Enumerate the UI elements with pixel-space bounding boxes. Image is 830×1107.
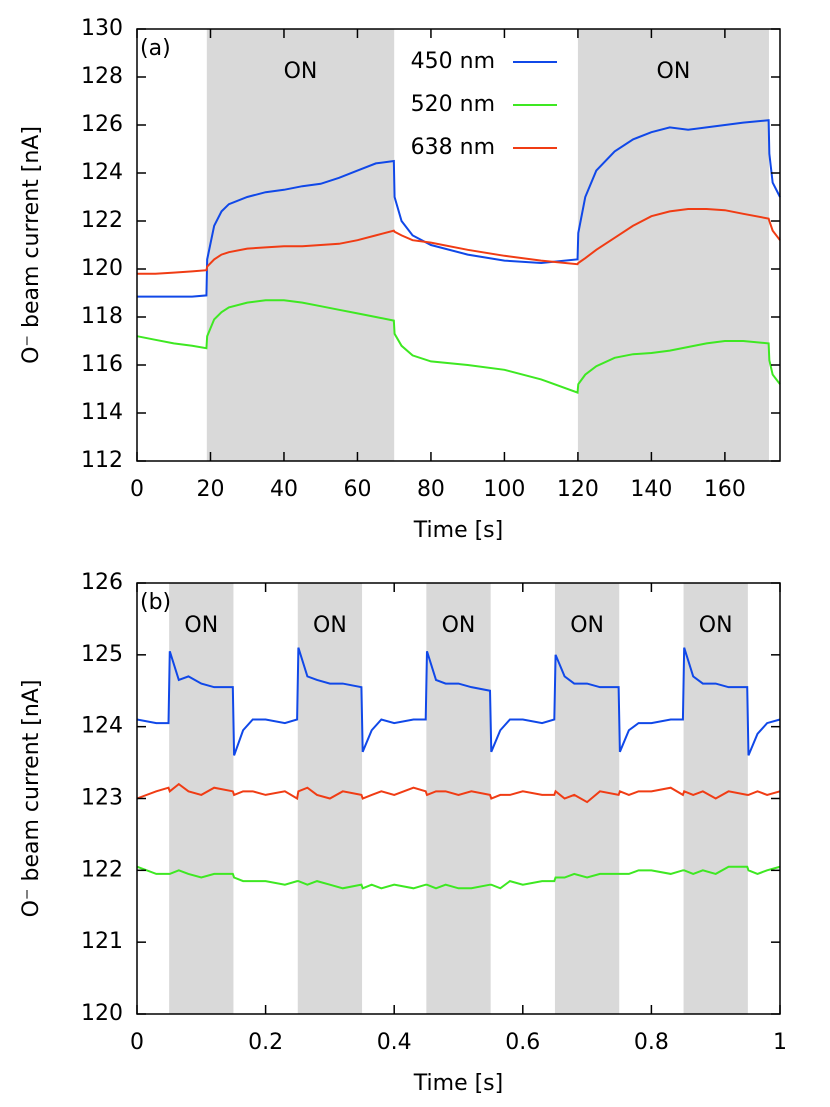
legend-label: 450 nm bbox=[411, 49, 495, 74]
y-tick-label: 120 bbox=[81, 1001, 123, 1026]
on-label: ON bbox=[184, 613, 218, 638]
on-label: ON bbox=[570, 613, 604, 638]
data-line bbox=[137, 119, 781, 298]
on-region bbox=[169, 583, 234, 1014]
y-tick-label: 114 bbox=[81, 400, 123, 425]
x-tick-label: 0 bbox=[130, 1030, 144, 1055]
on-label: ON bbox=[442, 613, 476, 638]
panel-label: (b) bbox=[140, 590, 171, 615]
y-tick-label: 118 bbox=[81, 304, 123, 329]
x-tick-label: 0.2 bbox=[248, 1030, 283, 1055]
panel-label: (a) bbox=[140, 36, 171, 61]
data-line bbox=[136, 782, 781, 804]
data-line bbox=[136, 299, 781, 394]
on-region bbox=[206, 29, 395, 461]
y-tick-label: 124 bbox=[81, 160, 123, 185]
x-tick-label: 100 bbox=[483, 477, 525, 502]
on-label: ON bbox=[699, 613, 733, 638]
y-tick-label: 126 bbox=[81, 570, 123, 595]
y-tick-label: 120 bbox=[81, 256, 123, 281]
data-line bbox=[137, 208, 781, 275]
y-tick-label: 112 bbox=[81, 448, 123, 473]
on-region bbox=[426, 583, 491, 1014]
plot-frame bbox=[136, 28, 781, 462]
x-tick-label: 40 bbox=[270, 477, 298, 502]
y-tick-label: 121 bbox=[81, 929, 123, 954]
y-tick-label: 124 bbox=[81, 714, 123, 739]
legend-label: 520 nm bbox=[411, 92, 495, 117]
y-tick-label: 125 bbox=[81, 642, 123, 667]
y-tick-label: 126 bbox=[81, 112, 123, 137]
x-tick-label: 20 bbox=[196, 477, 224, 502]
y-tick-label: 123 bbox=[81, 786, 123, 811]
x-tick-label: 1 bbox=[773, 1030, 787, 1055]
x-tick-label: 140 bbox=[630, 477, 672, 502]
x-tick-label: 160 bbox=[704, 477, 746, 502]
x-tick-label: 0.6 bbox=[505, 1030, 540, 1055]
y-axis-title: O⁻ beam current [nA] bbox=[19, 680, 44, 918]
x-tick-label: 0.8 bbox=[634, 1030, 669, 1055]
x-tick-label: 0.4 bbox=[377, 1030, 412, 1055]
x-tick-label: 120 bbox=[557, 477, 599, 502]
x-tick-label: 60 bbox=[343, 477, 371, 502]
on-label: ON bbox=[657, 59, 691, 84]
y-tick-label: 128 bbox=[81, 64, 123, 89]
on-region bbox=[577, 29, 769, 461]
y-axis-title: O⁻ beam current [nA] bbox=[19, 126, 44, 364]
x-axis-title: Time [s] bbox=[413, 518, 503, 543]
y-tick-label: 116 bbox=[81, 352, 123, 377]
data-line bbox=[136, 865, 781, 890]
x-axis-title: Time [s] bbox=[413, 1071, 503, 1096]
data-line bbox=[136, 647, 781, 756]
y-tick-label: 122 bbox=[81, 857, 123, 882]
x-tick-label: 80 bbox=[417, 477, 445, 502]
on-label: ON bbox=[313, 613, 347, 638]
on-label: ON bbox=[284, 59, 318, 84]
y-tick-label: 130 bbox=[81, 16, 123, 41]
x-tick-label: 0 bbox=[130, 477, 144, 502]
legend-label: 638 nm bbox=[411, 135, 495, 160]
y-tick-label: 122 bbox=[81, 208, 123, 233]
